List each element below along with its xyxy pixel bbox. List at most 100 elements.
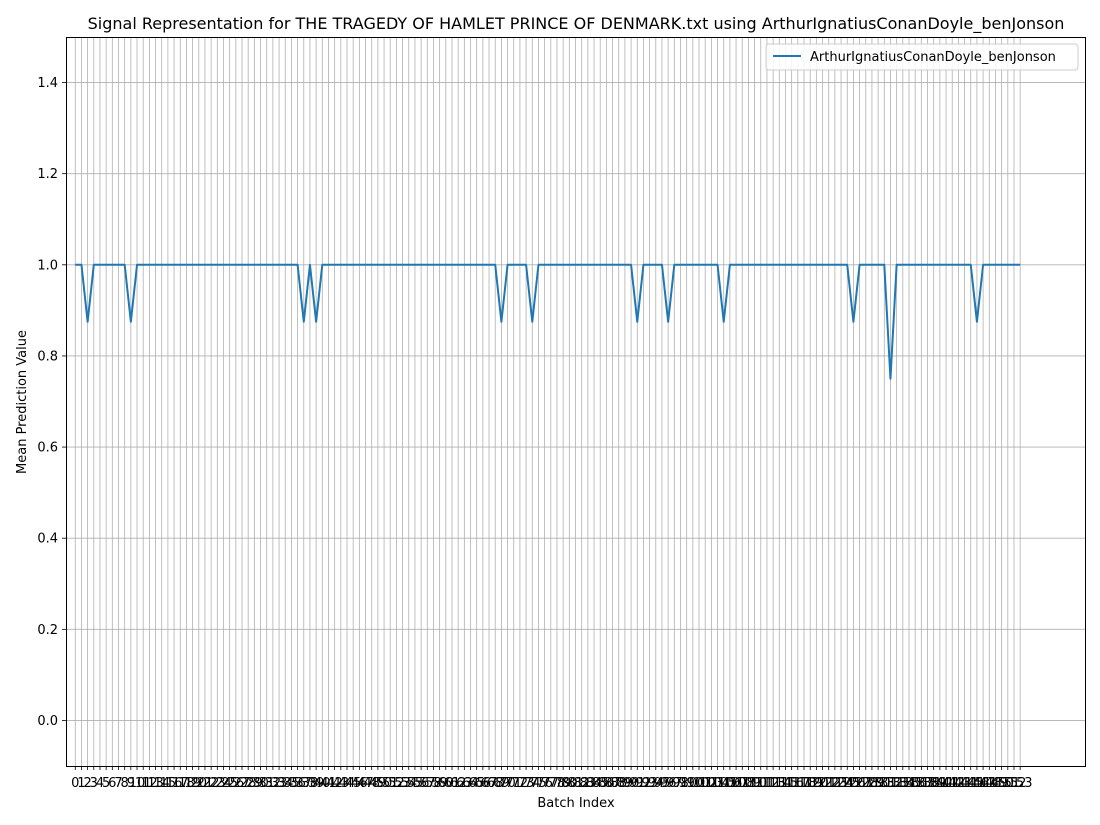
x-tick-label: 107: [724, 776, 749, 791]
x-tick-label: 41: [320, 776, 337, 791]
x-tick-label: 116: [779, 776, 804, 791]
x-tick-label: 146: [965, 776, 990, 791]
x-axis-label: Batch Index: [537, 796, 615, 811]
x-tick-label: 9: [127, 776, 135, 791]
x-tick-label: 131: [872, 776, 897, 791]
x-tick-label: 61: [444, 776, 461, 791]
y-tick-label: 1.2: [37, 167, 58, 182]
x-tick-label: 17: [172, 776, 189, 791]
x-tick-label: 153: [1008, 776, 1033, 791]
x-tick-label: 145: [958, 776, 983, 791]
x-tick-label: 31: [258, 776, 275, 791]
x-tick-label: 52: [388, 776, 405, 791]
x-tick-label: 12: [141, 776, 158, 791]
x-tick-label: 82: [573, 776, 590, 791]
x-tick-label: 100: [680, 776, 705, 791]
y-tick-label: 1.4: [37, 76, 58, 91]
y-tick-label: 0.8: [37, 349, 58, 364]
x-tick-label: 43: [333, 776, 350, 791]
x-tick-label: 66: [475, 776, 492, 791]
x-tick-label: 78: [549, 776, 566, 791]
x-tick-label: 51: [382, 776, 399, 791]
x-tick-label: 26: [228, 776, 245, 791]
y-tick-label: 0.0: [37, 714, 58, 729]
x-tick-label: 151: [995, 776, 1020, 791]
x-tick-label: 150: [989, 776, 1014, 791]
x-tick-label: 21: [197, 776, 214, 791]
x-tick-label: 77: [543, 776, 560, 791]
x-tick-label: 10: [129, 776, 146, 791]
x-tick-label: 81: [567, 776, 584, 791]
x-tick-label: 72: [512, 776, 529, 791]
x-tick-label: 63: [456, 776, 473, 791]
x-tick-label: 86: [598, 776, 615, 791]
x-tick-label: 55: [407, 776, 424, 791]
x-tick-label: 30: [252, 776, 269, 791]
x-tick-label: 122: [816, 776, 841, 791]
x-tick-label: 54: [400, 776, 417, 791]
x-tick-label: 68: [487, 776, 504, 791]
x-tick-label: 139: [921, 776, 946, 791]
x-tick-label: 110: [742, 776, 767, 791]
x-tick-label: 115: [773, 776, 798, 791]
x-tick-label: 14: [153, 776, 170, 791]
x-tick-label: 141: [934, 776, 959, 791]
x-tick-label: 152: [1002, 776, 1027, 791]
x-tick-label: 133: [884, 776, 909, 791]
x-tick-label: 5: [102, 776, 110, 791]
x-tick-label: 8: [121, 776, 129, 791]
legend-box: [765, 43, 1079, 71]
x-tick-label: 76: [536, 776, 553, 791]
x-tick-label: 105: [711, 776, 736, 791]
x-tick-label: 24: [215, 776, 232, 791]
x-tick-label: 114: [767, 776, 792, 791]
x-tick-label: 59: [431, 776, 448, 791]
x-tick-label: 57: [419, 776, 436, 791]
x-tick-label: 132: [878, 776, 903, 791]
x-tick-label: 42: [326, 776, 343, 791]
x-tick-label: 143: [946, 776, 971, 791]
x-tick-label: 47: [357, 776, 374, 791]
x-tick-label: 37: [295, 776, 312, 791]
x-tick-label: 62: [450, 776, 467, 791]
x-tick-label: 101: [687, 776, 712, 791]
x-tick-label: 108: [730, 776, 755, 791]
x-tick-label: 119: [798, 776, 823, 791]
x-tick-label: 32: [265, 776, 282, 791]
y-tick-label: 0.4: [37, 532, 58, 547]
x-tick-label: 95: [654, 776, 671, 791]
x-tick-label: 85: [592, 776, 609, 791]
x-tick-label: 125: [835, 776, 860, 791]
x-tick-label: 97: [666, 776, 683, 791]
x-tick-label: 138: [915, 776, 940, 791]
x-tick-label: 6: [108, 776, 116, 791]
x-tick-label: 65: [468, 776, 485, 791]
x-tick-label: 20: [191, 776, 208, 791]
legend: ArthurIgnatiusConanDoyle_benJonson: [765, 43, 1079, 71]
x-tick-label: 13: [147, 776, 164, 791]
x-tick-label: 39: [308, 776, 325, 791]
x-tick-label: 142: [940, 776, 965, 791]
x-tick-label: 89: [617, 776, 634, 791]
x-tick-label: 73: [518, 776, 535, 791]
x-tick-label: 118: [792, 776, 817, 791]
x-tick-label: 140: [927, 776, 952, 791]
x-tick-label: 53: [394, 776, 411, 791]
x-tick-label: 128: [853, 776, 878, 791]
x-tick-label: 70: [499, 776, 516, 791]
x-tick-label: 117: [785, 776, 810, 791]
x-tick-label: 93: [641, 776, 658, 791]
x-tick-label: 148: [977, 776, 1002, 791]
x-tick-label: 19: [184, 776, 201, 791]
x-tick-label: 69: [493, 776, 510, 791]
y-tick-label: 1.0: [37, 258, 58, 273]
x-tick-label: 74: [524, 776, 541, 791]
x-tick-label: 84: [586, 776, 603, 791]
x-tick-label: 18: [178, 776, 195, 791]
x-tick-label: 50: [376, 776, 393, 791]
x-tick-label: 60: [438, 776, 455, 791]
x-tick-label: 44: [339, 776, 356, 791]
x-tick-label: 38: [302, 776, 319, 791]
x-tick-label: 1: [77, 776, 85, 791]
